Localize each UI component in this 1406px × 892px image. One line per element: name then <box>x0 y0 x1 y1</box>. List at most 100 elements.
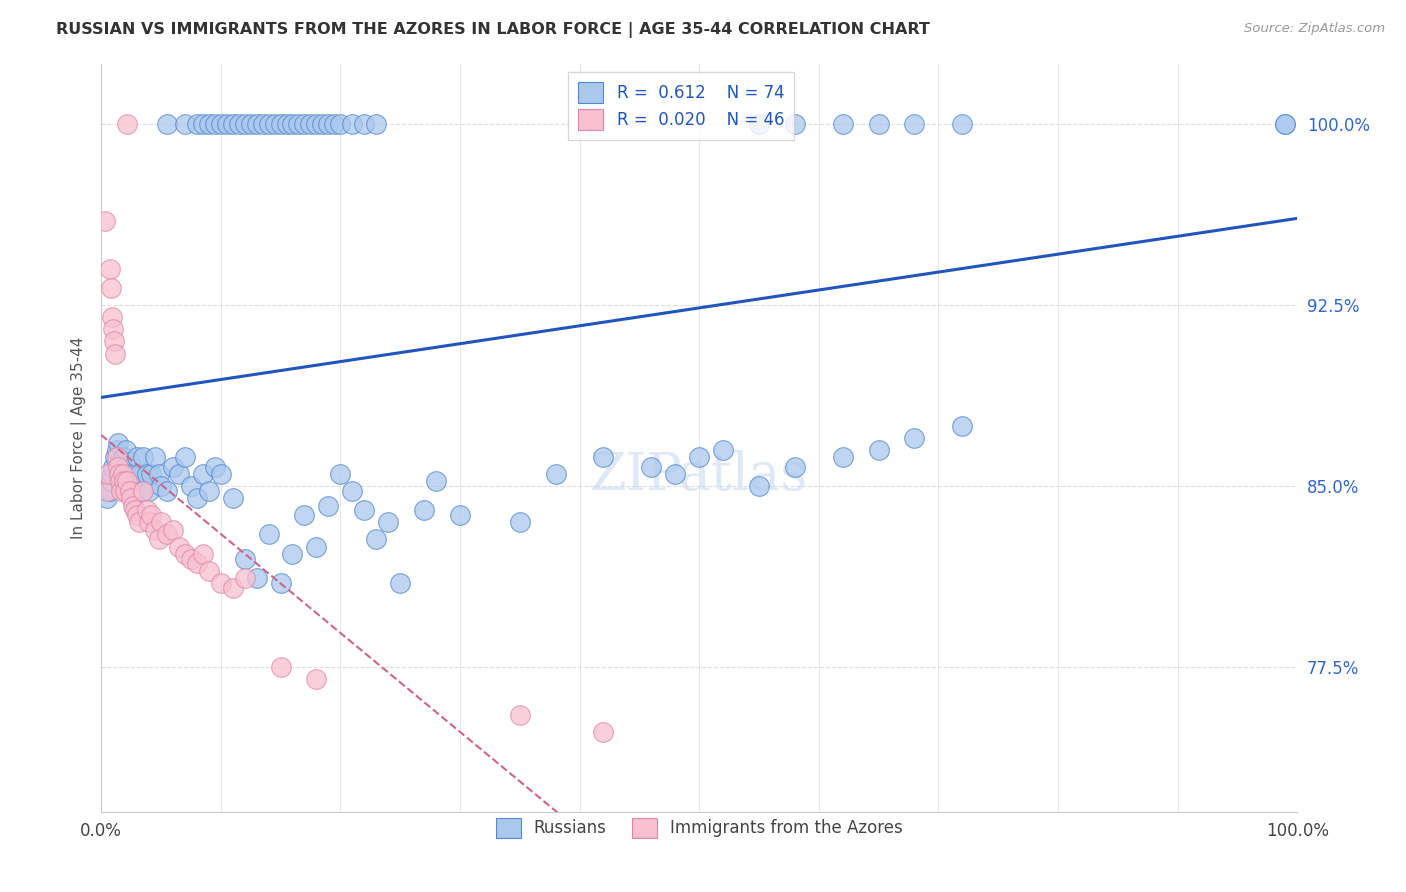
Point <box>270 117 292 131</box>
Point <box>105 450 128 465</box>
Point <box>98 483 121 498</box>
Point <box>664 467 686 482</box>
Point <box>148 533 170 547</box>
Point <box>305 540 328 554</box>
Point <box>209 575 232 590</box>
Point <box>329 117 352 131</box>
Point <box>353 117 375 131</box>
Y-axis label: In Labor Force | Age 35-44: In Labor Force | Age 35-44 <box>72 337 87 539</box>
Point <box>101 310 124 325</box>
Point <box>305 117 328 131</box>
Point <box>149 479 172 493</box>
Point <box>114 483 136 498</box>
Point <box>257 527 280 541</box>
Point <box>197 564 219 578</box>
Point <box>143 523 166 537</box>
Point <box>688 450 710 465</box>
Point <box>122 499 145 513</box>
Text: RUSSIAN VS IMMIGRANTS FROM THE AZORES IN LABOR FORCE | AGE 35-44 CORRELATION CHA: RUSSIAN VS IMMIGRANTS FROM THE AZORES IN… <box>56 22 931 38</box>
Point <box>101 459 124 474</box>
Point <box>204 459 226 474</box>
Point <box>101 467 124 482</box>
Point <box>263 117 285 131</box>
Point <box>191 547 214 561</box>
Point <box>233 117 256 131</box>
Point <box>117 475 139 489</box>
Point <box>96 491 118 506</box>
Point <box>167 540 190 554</box>
Point <box>246 117 269 131</box>
Point <box>191 467 214 482</box>
Point <box>110 479 132 493</box>
Point <box>138 483 160 498</box>
Point <box>112 475 135 489</box>
Point <box>711 443 734 458</box>
Point <box>111 467 134 482</box>
Point <box>413 503 436 517</box>
Point <box>509 708 531 723</box>
Point <box>186 117 208 131</box>
Point <box>222 581 245 595</box>
Point <box>215 117 238 131</box>
Point <box>120 491 142 506</box>
Point <box>114 459 136 474</box>
Point <box>204 117 226 131</box>
Point <box>831 450 853 465</box>
Point <box>233 551 256 566</box>
Point <box>342 117 364 131</box>
Point <box>132 450 155 465</box>
Point <box>173 117 195 131</box>
Point <box>162 523 184 537</box>
Point <box>100 281 122 295</box>
Point <box>1274 117 1296 131</box>
Point <box>107 459 129 474</box>
Point <box>950 418 973 433</box>
Point <box>311 117 333 131</box>
Point <box>544 467 567 482</box>
Point <box>104 450 127 465</box>
Point <box>252 117 274 131</box>
Point <box>868 117 890 131</box>
Point <box>156 483 179 498</box>
Point <box>104 346 127 360</box>
Point <box>377 516 399 530</box>
Point <box>209 467 232 482</box>
Point <box>640 459 662 474</box>
Point <box>342 483 364 498</box>
Point <box>98 262 121 277</box>
Point <box>903 431 925 445</box>
Point <box>120 467 142 482</box>
Point <box>903 117 925 131</box>
Point <box>173 547 195 561</box>
Point <box>131 483 153 498</box>
Point <box>294 117 316 131</box>
Point <box>197 483 219 498</box>
Point <box>125 508 148 523</box>
Point <box>228 117 250 131</box>
Point <box>124 503 146 517</box>
Point <box>117 117 139 131</box>
Point <box>592 450 614 465</box>
Point <box>108 467 131 482</box>
Point <box>110 483 132 498</box>
Point <box>97 467 120 482</box>
Point <box>180 479 202 493</box>
Point <box>389 575 412 590</box>
Point <box>270 660 292 674</box>
Point <box>135 467 157 482</box>
Point <box>156 527 179 541</box>
Point <box>118 455 141 469</box>
Point <box>110 455 132 469</box>
Point <box>180 551 202 566</box>
Point <box>783 117 806 131</box>
Point <box>299 117 322 131</box>
Point <box>132 483 155 498</box>
Point <box>449 508 471 523</box>
Text: Source: ZipAtlas.com: Source: ZipAtlas.com <box>1244 22 1385 36</box>
Point <box>197 117 219 131</box>
Point <box>831 117 853 131</box>
Point <box>162 459 184 474</box>
Point <box>222 491 245 506</box>
Point <box>233 571 256 585</box>
Point <box>1274 117 1296 131</box>
